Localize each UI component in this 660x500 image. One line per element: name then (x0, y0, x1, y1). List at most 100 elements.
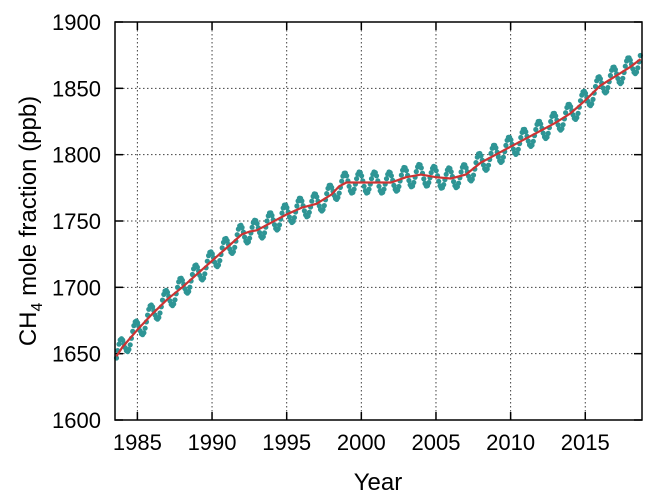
data-point (299, 198, 305, 204)
data-point (174, 284, 181, 290)
tick-labels: 1985 1990 1995 2000 2005 2010 2015 1600 1650 1700… (52, 10, 610, 455)
data-point (563, 110, 569, 116)
data-point (441, 182, 447, 188)
data-point (484, 166, 490, 172)
data-point (157, 310, 163, 316)
y-axis-title-main: CH (15, 312, 42, 347)
data-point (126, 346, 132, 353)
data-point (354, 176, 360, 182)
data-point (306, 209, 312, 215)
data-point (503, 142, 509, 148)
x-tick-label: 1985 (113, 430, 162, 455)
data-point (622, 63, 628, 69)
data-point (411, 179, 417, 186)
data-point (530, 138, 536, 144)
data-point (418, 165, 424, 171)
data-point (209, 251, 215, 257)
data-point (366, 186, 372, 192)
data-point (413, 169, 419, 175)
y-tick-label: 1650 (52, 342, 101, 367)
data-point (607, 72, 614, 79)
data-point (559, 126, 565, 132)
y-tick-label: 1700 (52, 275, 101, 300)
x-tick-label: 1990 (188, 430, 237, 455)
data-point (433, 168, 439, 174)
data-point (597, 76, 604, 82)
data-point (426, 180, 432, 186)
grid-lines (115, 22, 642, 420)
data-point (469, 176, 475, 182)
data-point (346, 183, 352, 189)
data-point (538, 121, 544, 127)
data-point (514, 150, 520, 156)
data-point (224, 238, 230, 244)
data-point (164, 289, 171, 295)
plot-frame (114, 21, 643, 421)
data-point (523, 129, 529, 135)
x-axis-title: Year (354, 469, 403, 496)
data-point (456, 180, 462, 186)
data-point (396, 183, 402, 190)
data-point (515, 146, 521, 152)
x-tick-label: 2000 (337, 430, 386, 455)
x-tick-label: 2010 (486, 430, 535, 455)
data-point (619, 79, 625, 85)
y-tick-label: 1850 (52, 76, 101, 101)
data-point (361, 183, 367, 189)
data-point (230, 249, 236, 255)
data-point (398, 172, 404, 178)
data-point (142, 325, 148, 331)
data-point (279, 210, 285, 216)
data-point (391, 182, 397, 188)
data-point (269, 212, 275, 219)
data-point (127, 342, 133, 348)
data-point (373, 173, 380, 179)
data-point (217, 258, 223, 264)
data-point (239, 224, 245, 231)
data-point (351, 186, 357, 192)
data-point (194, 264, 200, 270)
data-point (116, 341, 122, 347)
x-tick-label: 2015 (561, 430, 610, 455)
y-axis-title-subscript: 4 (29, 303, 46, 312)
data-point (275, 226, 281, 232)
data-point (403, 167, 409, 174)
data-point (294, 203, 300, 209)
data-point (548, 118, 554, 125)
data-point (451, 179, 457, 185)
data-point (473, 160, 479, 166)
data-point (186, 288, 192, 295)
data-point (171, 301, 177, 307)
data-point (488, 150, 494, 156)
x-tick-label: 1995 (262, 430, 311, 455)
data-point (376, 183, 382, 189)
data-point (301, 208, 307, 214)
data-point (381, 186, 387, 192)
data-point (485, 162, 492, 168)
data-point (215, 262, 222, 268)
y-tick-label: 1800 (52, 143, 101, 168)
data-point (612, 67, 619, 73)
data-point (321, 203, 327, 209)
data-point (463, 165, 469, 171)
data-point (201, 275, 207, 281)
data-point (264, 218, 270, 224)
data-point (448, 169, 454, 175)
data-point (388, 173, 394, 179)
data-point (620, 75, 626, 81)
data-point (589, 101, 595, 107)
data-point (458, 169, 464, 175)
data-point (545, 130, 551, 136)
data-point (493, 145, 499, 151)
data-point (499, 158, 505, 164)
data-point (553, 113, 559, 119)
data-point (242, 234, 248, 240)
data-point (359, 173, 365, 179)
trend-line (115, 58, 642, 357)
data-point (500, 154, 506, 160)
data-point (276, 222, 283, 228)
data-point (633, 69, 640, 75)
data-point (291, 215, 297, 221)
data-point (336, 190, 342, 196)
